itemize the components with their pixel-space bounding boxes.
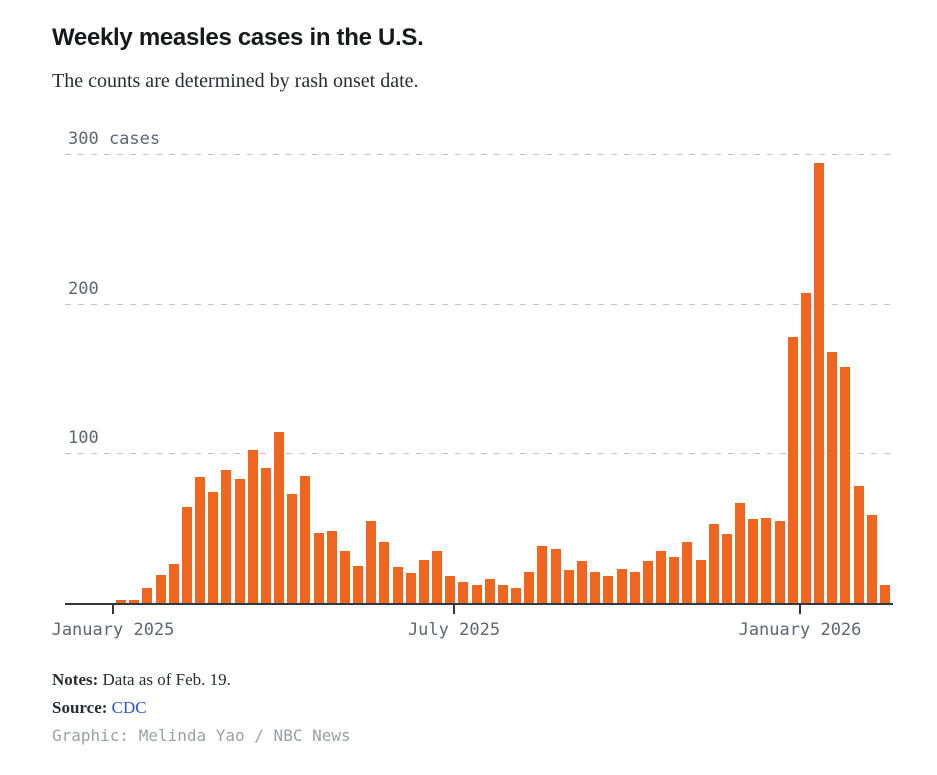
- chart-subtitle: The counts are determined by rash onset …: [52, 70, 419, 92]
- bar-week-26: [445, 576, 456, 603]
- bar-week-19: [353, 565, 364, 603]
- bar-week-10: [234, 478, 245, 603]
- y-tick-label-100: 100: [68, 428, 99, 449]
- bar-week-9: [221, 469, 232, 603]
- x-tick-1: [453, 605, 455, 614]
- source-label: Source:: [52, 698, 108, 717]
- bar-week-36: [576, 561, 587, 603]
- bar-week-33: [537, 546, 548, 603]
- bar-week-42: [656, 550, 666, 603]
- x-tick-label-1: July 2025: [407, 620, 501, 640]
- bar-week-52: [787, 336, 798, 603]
- bar-week-43: [669, 556, 680, 603]
- bar-week-55: [827, 351, 838, 603]
- bar-week-48: [735, 502, 745, 603]
- bar-week-27: [458, 582, 469, 603]
- bar-week-15: [300, 475, 311, 603]
- x-tick-2: [799, 605, 801, 614]
- bar-week-30: [497, 585, 508, 603]
- bar-week-18: [339, 550, 350, 603]
- bar-week-7: [195, 477, 205, 603]
- bar-week-1: [116, 600, 126, 603]
- source-link[interactable]: CDC: [111, 698, 147, 717]
- bar-week-25: [432, 550, 443, 603]
- bar-week-14: [287, 493, 298, 603]
- bar-week-34: [550, 549, 561, 603]
- bar-week-50: [761, 517, 772, 603]
- bar-week-12: [260, 468, 271, 603]
- bar-week-40: [629, 571, 640, 603]
- chart-footer: Notes: Data as of Feb. 19. Source: CDC G…: [52, 666, 351, 750]
- bar-week-59: [879, 585, 890, 603]
- bar-week-57: [853, 486, 864, 603]
- bar-week-3: [142, 588, 153, 603]
- y-tick-label-300: 300 cases: [68, 129, 161, 149]
- notes-label: Notes:: [52, 670, 99, 689]
- bar-week-4: [155, 574, 166, 603]
- bar-week-23: [405, 573, 416, 603]
- gridline-100: [65, 453, 892, 455]
- bar-week-20: [366, 520, 377, 603]
- bar-week-35: [563, 570, 574, 603]
- gridline-300: [65, 154, 892, 155]
- bar-week-54: [814, 163, 824, 603]
- bar-week-13: [274, 432, 284, 603]
- bar-week-31: [511, 588, 522, 603]
- bar-week-11: [247, 450, 258, 603]
- bar-week-32: [524, 571, 535, 603]
- plot-area: 100 200 300 cases: [65, 129, 892, 603]
- bar-week-17: [326, 531, 337, 603]
- y-tick-label-200: 200: [68, 278, 99, 299]
- bar-week-38: [603, 576, 614, 603]
- bar-week-46: [708, 523, 719, 603]
- bar-week-2: [129, 600, 140, 603]
- bar-week-49: [748, 519, 759, 603]
- bar-week-51: [774, 520, 785, 603]
- bar-week-37: [590, 571, 601, 603]
- bar-week-45: [695, 559, 706, 603]
- x-tick-0: [112, 605, 114, 614]
- x-tick-label-0: January 2025: [51, 620, 175, 640]
- graphic-credit: Graphic: Melinda Yao / NBC News: [52, 726, 351, 745]
- source-line: Source: CDC: [52, 694, 351, 722]
- x-tick-label-2: January 2026: [738, 620, 862, 640]
- bar-week-24: [418, 559, 429, 603]
- bar-week-39: [616, 568, 627, 603]
- bar-week-58: [866, 514, 877, 603]
- bar-week-47: [721, 534, 732, 603]
- bar-week-28: [471, 585, 482, 603]
- notes-line: Notes: Data as of Feb. 19.: [52, 666, 351, 694]
- bar-week-41: [642, 561, 653, 603]
- notes-text: Data as of Feb. 19.: [102, 670, 231, 689]
- x-axis-line: January 2025 July 2025 January 2026: [52, 603, 893, 640]
- page-title: Weekly measles cases in the U.S.: [52, 24, 424, 51]
- bar-week-16: [313, 532, 324, 603]
- bar-week-5: [168, 564, 179, 603]
- gridline-200: [65, 303, 892, 305]
- bar-week-6: [181, 507, 192, 603]
- bar-week-21: [379, 541, 390, 603]
- bar-week-53: [800, 293, 811, 603]
- bar-week-22: [392, 567, 403, 603]
- bar-week-44: [682, 541, 693, 603]
- bar-week-8: [208, 492, 219, 603]
- bar-week-29: [484, 579, 495, 603]
- bar-week-56: [840, 366, 851, 603]
